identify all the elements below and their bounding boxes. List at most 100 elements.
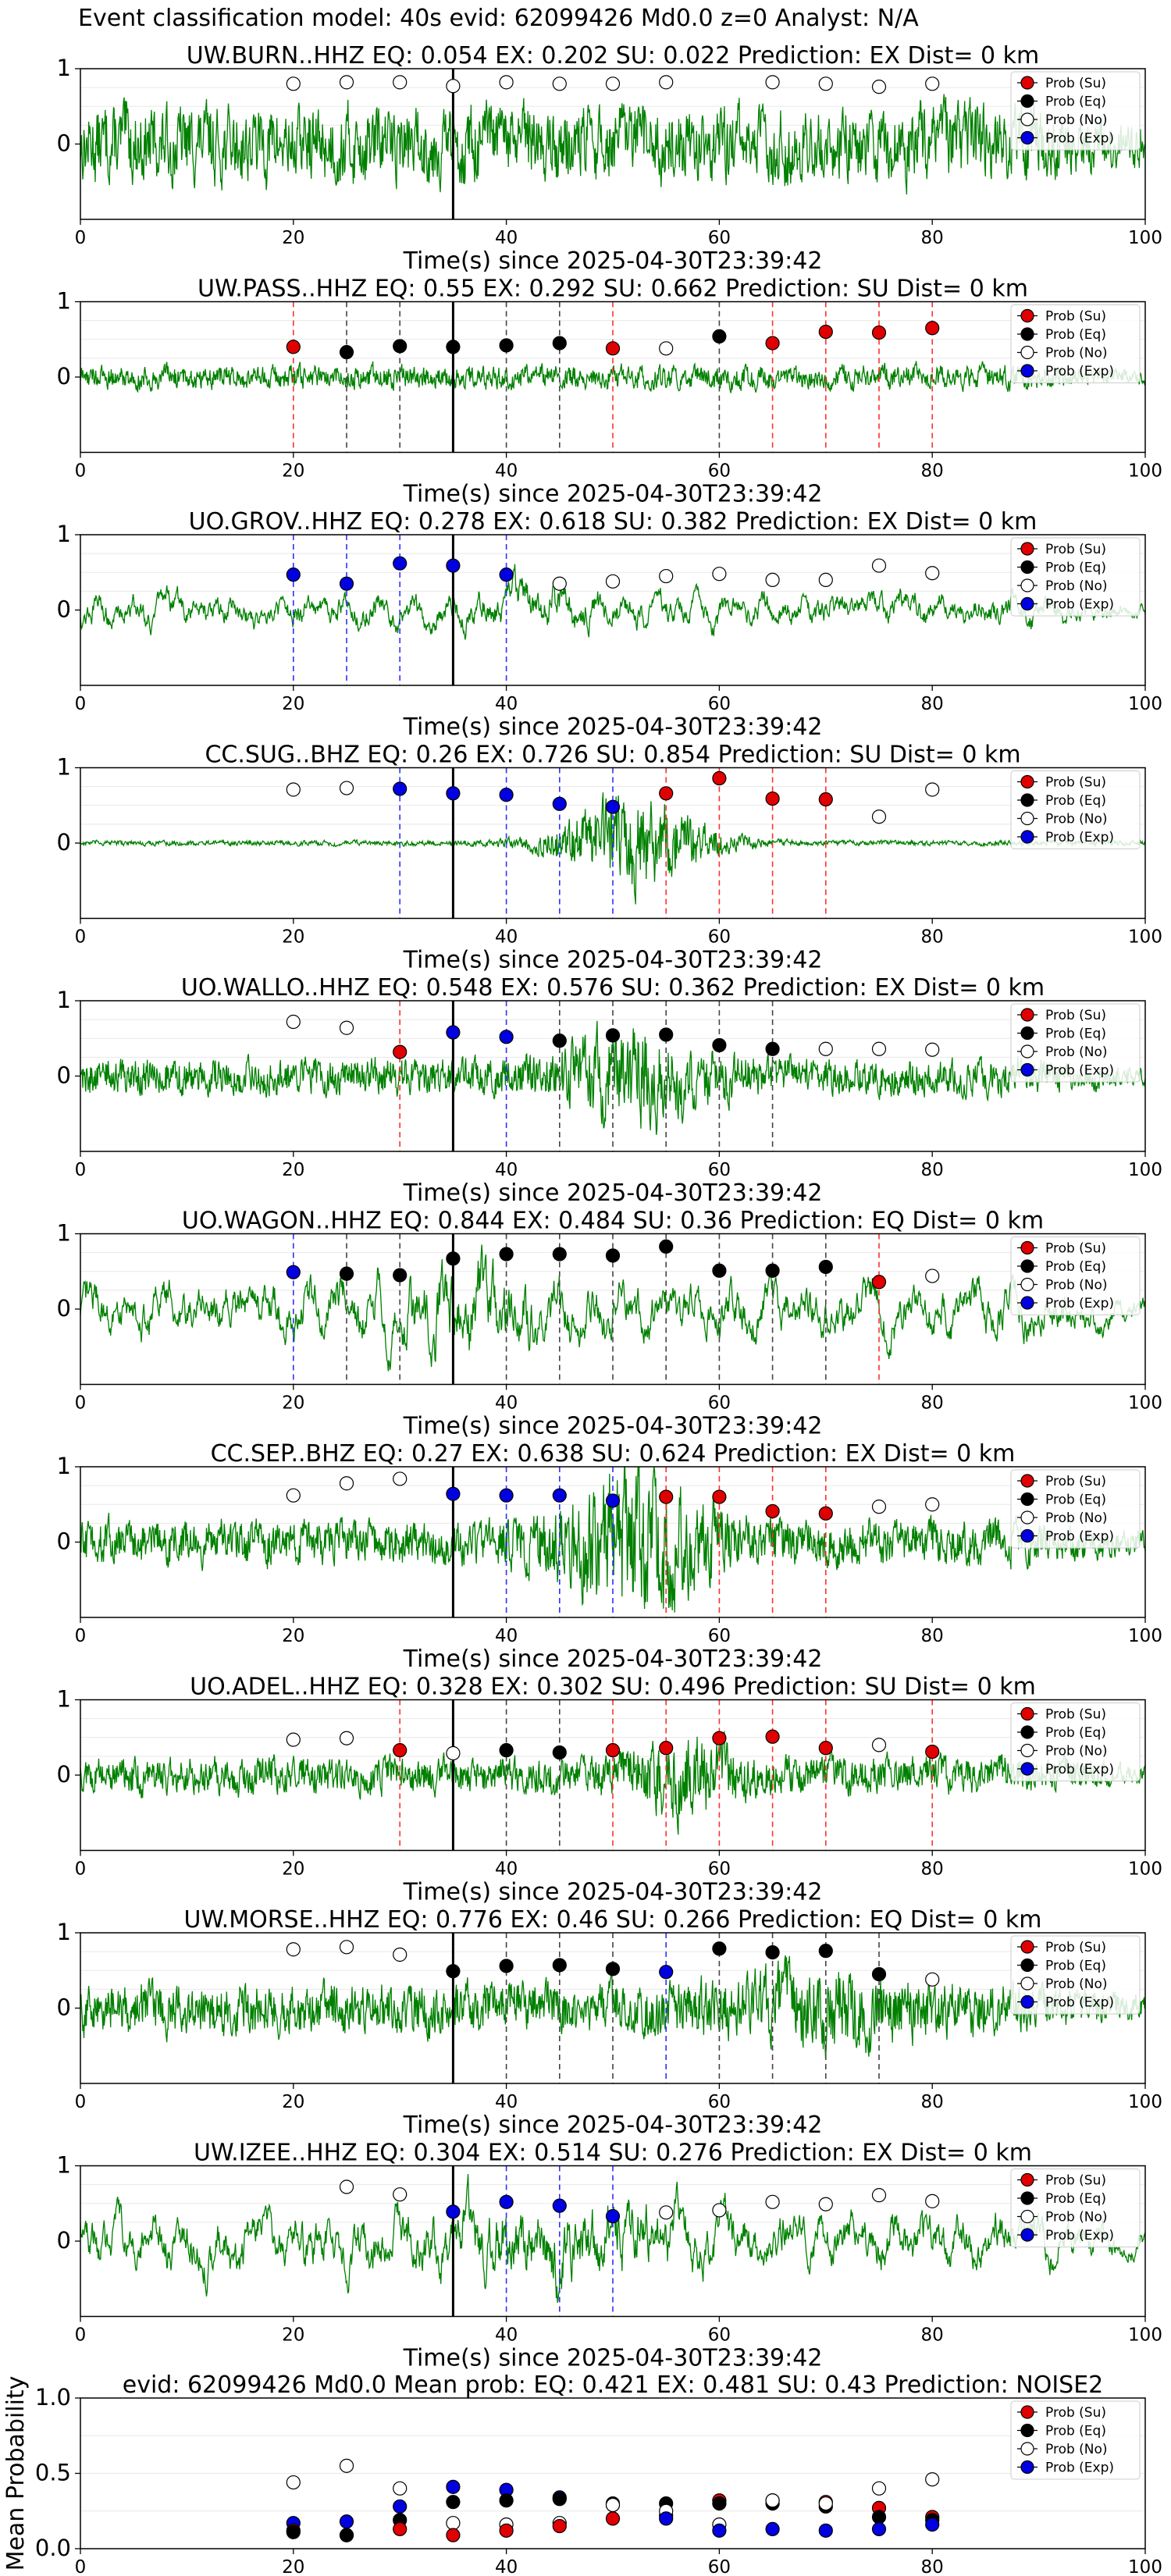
prob-point-exp [605, 2209, 621, 2224]
legend-label: Prob (Eq) [1045, 2191, 1106, 2207]
prob-point-no [286, 76, 301, 91]
x-tick-label: 100 [1128, 461, 1162, 482]
x-tick-label: 60 [708, 1393, 731, 1414]
legend-label: Prob (No) [1045, 1744, 1108, 1759]
prob-point-su [765, 336, 780, 350]
prob-point-su [446, 2528, 461, 2542]
legend-marker [1020, 1062, 1034, 1077]
x-tick-label: 60 [708, 1626, 731, 1646]
prob-point-no [286, 1014, 301, 1030]
prob-point-eq [552, 2492, 567, 2507]
prob-point-eq [446, 2495, 461, 2510]
y-tick-label: 0 [57, 1295, 71, 1322]
legend-box [1010, 2169, 1141, 2247]
x-tick-label: 40 [495, 1393, 518, 1414]
x-tick-label: 0 [75, 1859, 87, 1880]
prob-point-eq [871, 1966, 887, 1982]
prob-point-exp [765, 2521, 780, 2537]
prob-point-exp [393, 781, 408, 796]
x-tick-label: 80 [921, 1626, 944, 1646]
legend-label: Prob (Su) [1045, 1008, 1106, 1023]
x-tick-label: 0 [75, 694, 87, 714]
prob-point-no [286, 2475, 301, 2490]
y-tick-label: 0 [57, 1528, 71, 1555]
prob-point-eq [712, 1037, 727, 1053]
chart-panel: UO.WAGON..HHZ EQ: 0.844 EX: 0.484 SU: 0.… [57, 1208, 1162, 1440]
legend-box [1010, 1703, 1141, 1781]
prob-point-exp [818, 2523, 833, 2538]
x-tick-label: 40 [495, 927, 518, 948]
prob-point-no [499, 75, 514, 90]
legend-box [1010, 304, 1141, 383]
y-tick-label: 0 [57, 363, 71, 390]
waveform-trace [80, 1020, 1146, 1135]
prob-point-eq [499, 2493, 514, 2508]
x-tick-label: 0 [75, 2325, 87, 2346]
prob-point-eq [499, 1743, 514, 1758]
prob-point-no [605, 2497, 621, 2513]
x-axis-label: Time(s) since 2025-04-30T23:39:42 [403, 2345, 823, 2372]
legend-marker [1020, 2209, 1034, 2224]
x-tick-label: 40 [495, 694, 518, 714]
prob-point-su [499, 2523, 514, 2538]
prob-point-no [925, 1268, 940, 1283]
prob-point-eq [552, 1958, 567, 1973]
prob-point-no [712, 2203, 727, 2218]
legend-marker [1020, 76, 1034, 90]
legend-label: Prob (No) [1045, 578, 1108, 594]
legend: Prob (Su) Prob (Eq) Prob (No) Prob (Exp) [1010, 1469, 1141, 1549]
prob-point-su [925, 1744, 940, 1759]
prob-point-exp [659, 2511, 674, 2526]
prob-point-eq [818, 1259, 833, 1275]
legend-marker [1020, 793, 1034, 807]
prob-point-no [818, 572, 833, 588]
prob-point-no [339, 1020, 354, 1035]
legend-label: Prob (Exp) [1045, 1296, 1114, 1311]
x-tick-label: 100 [1128, 927, 1162, 948]
chart-panel: UO.ADEL..HHZ EQ: 0.328 EX: 0.302 SU: 0.4… [57, 1674, 1162, 1906]
legend-marker [1020, 1940, 1034, 1954]
legend: Prob (Su) Prob (Eq) Prob (No) Prob (Exp) [1010, 2400, 1141, 2480]
prob-point-su [286, 340, 301, 354]
prob-point-eq [659, 1027, 674, 1042]
legend-marker [1020, 2172, 1034, 2187]
prob-point-su [393, 1743, 408, 1758]
chart-title: evid: 62099426 Md0.0 Mean prob: EQ: 0.42… [123, 2371, 1104, 2399]
prob-point-no [871, 1041, 887, 1056]
legend: Prob (Su) Prob (Eq) Prob (No) Prob (Exp) [1010, 770, 1141, 849]
y-tick-label: 1 [57, 1919, 71, 1945]
prob-point-no [339, 1940, 354, 1955]
prob-point-eq [712, 1263, 727, 1278]
legend-box [1010, 1236, 1141, 1315]
x-axis-label: Time(s) since 2025-04-30T23:39:42 [403, 1879, 823, 1906]
prob-point-su [659, 786, 674, 801]
prob-point-exp [286, 1265, 301, 1279]
prob-point-su [818, 792, 833, 807]
prob-point-no [446, 79, 461, 94]
chart-panel: UW.IZEE..HHZ EQ: 0.304 EX: 0.514 SU: 0.2… [57, 2140, 1162, 2372]
x-tick-label: 40 [495, 461, 518, 482]
prob-point-exp [393, 556, 408, 571]
legend-marker [1020, 578, 1034, 592]
prob-point-eq [339, 1266, 354, 1281]
legend-label: Prob (No) [1045, 346, 1108, 361]
y-tick-label: 1 [57, 987, 71, 1013]
legend-marker [1020, 2405, 1034, 2419]
legend-label: Prob (Eq) [1045, 94, 1106, 110]
prob-point-eq [393, 1268, 408, 1283]
legend-marker [1020, 94, 1034, 109]
x-tick-label: 20 [282, 228, 304, 248]
legend-label: Prob (Su) [1045, 309, 1106, 325]
chart-title: UW.IZEE..HHZ EQ: 0.304 EX: 0.514 SU: 0.2… [194, 2140, 1032, 2167]
legend-marker [1020, 542, 1034, 556]
legend: Prob (Su) Prob (Eq) Prob (No) Prob (Exp) [1010, 1703, 1141, 1781]
x-axis-label: Time(s) since 2025-04-30T23:39:42 [403, 1413, 823, 1440]
prob-point-no [871, 558, 887, 573]
prob-point-no [765, 572, 780, 588]
x-tick-label: 0 [75, 1393, 87, 1414]
legend-marker [1020, 308, 1034, 323]
prob-point-su [393, 1044, 408, 1059]
x-axis-label: Time(s) since 2025-04-30T23:39:42 [403, 1179, 823, 1207]
legend-label: Prob (Exp) [1045, 1063, 1114, 1079]
x-tick-label: 20 [282, 2325, 304, 2346]
